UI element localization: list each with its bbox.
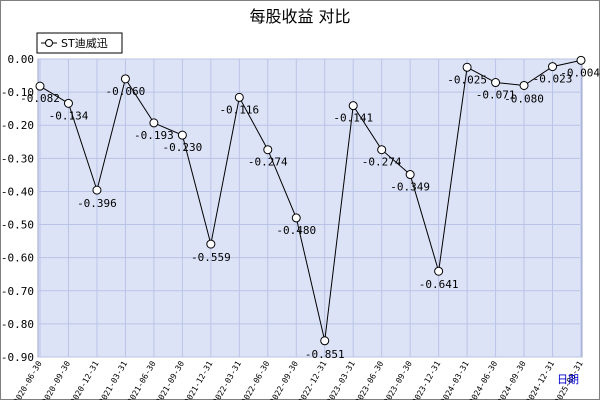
- plot-area: [37, 58, 583, 358]
- data-point: [177, 130, 187, 140]
- legend-marker-icon: [45, 39, 53, 47]
- data-point: [35, 81, 45, 91]
- data-point: [491, 78, 501, 88]
- y-tick-label: -0.80: [1, 318, 34, 331]
- x-tick-label: 2022-06-30: [240, 359, 272, 400]
- data-label: -0.023: [533, 73, 573, 86]
- y-tick-label: -0.10: [1, 86, 34, 99]
- data-point: [206, 239, 216, 249]
- series-line: [39, 59, 582, 341]
- x-tick-label: 2020-09-30: [40, 359, 72, 400]
- data-label: -0.134: [49, 109, 89, 122]
- y-axis-ticks: 0.00 -0.10 -0.20 -0.30 -0.40 -0.50 -0.60 -0.70 -…: [1, 53, 34, 364]
- x-tick-label: 2023-06-30: [354, 359, 386, 400]
- legend: ST迪威迅: [36, 32, 123, 54]
- data-label: -0.230: [162, 141, 202, 154]
- data-point: [63, 98, 73, 108]
- data-point: [92, 185, 102, 195]
- x-tick-label: 2023-12-31: [410, 359, 442, 400]
- x-tick-label: 2021-09-30: [154, 359, 186, 400]
- data-point: [405, 170, 415, 180]
- x-tick-label: 2021-03-31: [97, 359, 129, 400]
- y-tick-label: -0.20: [1, 119, 34, 132]
- data-labels: -0.082 -0.134 -0.396 -0.060 -0.193-0.230 -0.5…: [20, 66, 600, 360]
- x-tick-label: 2022-12-31: [297, 359, 329, 400]
- data-label: -0.396: [77, 197, 117, 210]
- data-point: [377, 145, 387, 155]
- data-label: -0.141: [333, 112, 373, 125]
- data-point: [462, 62, 472, 72]
- data-label: -0.274: [362, 156, 402, 169]
- series-line-path: [39, 59, 582, 341]
- data-point: [576, 55, 586, 65]
- data-label: -0.193: [134, 129, 174, 142]
- data-point: [263, 145, 273, 155]
- data-point: [434, 266, 444, 276]
- x-tick-label: 2022-09-30: [268, 359, 300, 400]
- x-axis-label: 日期: [557, 373, 579, 386]
- x-tick-label: 2023-03-31: [325, 359, 357, 400]
- data-point: [519, 80, 529, 90]
- data-label: -0.082: [20, 92, 60, 105]
- x-tick-label: 2020-06-30: [12, 359, 44, 400]
- y-tick-label: 0.00: [8, 53, 35, 66]
- x-tick-label: 2024-03-31: [439, 359, 471, 400]
- x-tick-label: 2024-06-30: [467, 359, 499, 400]
- x-tick-label: 2024-09-30: [496, 359, 528, 400]
- x-tick-label: 2024-12-31: [524, 359, 556, 400]
- data-label: -0.071: [476, 89, 516, 102]
- x-tick-label: 2020-12-31: [69, 359, 101, 400]
- data-point: [548, 62, 558, 72]
- chart-title: 每股收益 对比: [249, 7, 350, 26]
- data-label: -0.025: [447, 73, 487, 86]
- x-tick-label: 2023-09-30: [382, 359, 414, 400]
- x-tick-label: 2022-03-31: [211, 359, 243, 400]
- x-tick-label: 2021-06-30: [126, 359, 158, 400]
- x-axis-ticks: 2020-06-302020-09-302020-12-312021-03-31…: [12, 359, 585, 400]
- y-tick-label: -0.90: [1, 351, 34, 364]
- x-tick-label: 2021-12-31: [183, 359, 215, 400]
- y-tick-label: -0.60: [1, 252, 34, 265]
- y-tick-label: -0.70: [1, 285, 34, 298]
- data-point: [320, 336, 330, 346]
- data-label: -0.480: [276, 224, 316, 237]
- data-point: [120, 74, 130, 84]
- data-label: -0.559: [191, 251, 231, 264]
- data-label: -0.060: [106, 85, 146, 98]
- data-label: -0.851: [305, 348, 345, 361]
- data-label: -0.349: [390, 181, 430, 194]
- data-label: -0.080: [504, 92, 544, 105]
- data-label: -0.641: [419, 278, 459, 291]
- data-label: -0.004: [560, 66, 600, 79]
- y-tick-label: -0.50: [1, 219, 34, 232]
- grid-lines: [38, 58, 582, 358]
- legend-box: [36, 32, 123, 54]
- data-point: [348, 101, 358, 111]
- data-label: -0.274: [248, 156, 288, 169]
- data-label: -0.116: [219, 103, 259, 116]
- data-point: [291, 213, 301, 223]
- y-tick-label: -0.30: [1, 152, 34, 165]
- data-points: [35, 55, 586, 346]
- legend-entry-label: ST迪威迅: [61, 37, 108, 50]
- data-point: [234, 92, 244, 102]
- data-point: [149, 118, 159, 128]
- y-tick-label: -0.40: [1, 185, 34, 198]
